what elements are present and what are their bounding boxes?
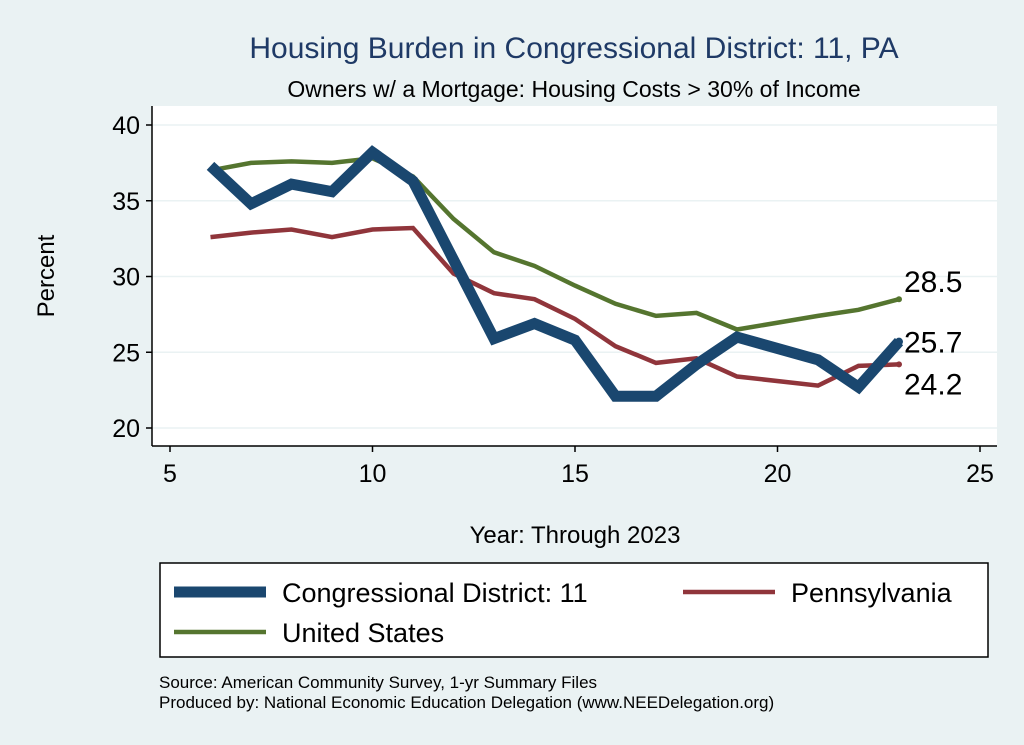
series-end-marker xyxy=(895,337,903,346)
y-tick-label: 35 xyxy=(112,188,140,216)
y-tick-label: 30 xyxy=(112,264,140,292)
end-label-0: 25.7 xyxy=(904,327,962,360)
legend: Congressional District: 11 Pennsylvania Un… xyxy=(174,578,953,648)
series-line-0 xyxy=(206,145,904,402)
y-axis-label: Percent xyxy=(33,234,60,317)
legend-label-0: Congressional District: 11 xyxy=(282,578,588,608)
chart-subtitle: Owners w/ a Mortgage: Housing Costs > 30… xyxy=(287,76,860,102)
series-end-marker xyxy=(896,296,902,303)
source-text: Source: American Community Survey, 1-yr … xyxy=(159,673,597,692)
x-tick-label: 20 xyxy=(764,460,792,488)
tick-labels: 20 25 30 35 40 5 10 15 20 25 xyxy=(112,112,994,488)
y-tick-label: 25 xyxy=(112,339,140,367)
axes xyxy=(146,106,997,452)
chart-title: Housing Burden in Congressional District… xyxy=(249,32,898,65)
x-tick-label: 15 xyxy=(561,460,589,488)
x-tick-label: 5 xyxy=(163,460,177,488)
end-label-2: 28.5 xyxy=(904,266,962,299)
end-labels: 25.7 24.2 28.5 xyxy=(904,266,962,401)
legend-box xyxy=(159,562,989,658)
series-line-1 xyxy=(210,225,900,388)
end-label-1: 24.2 xyxy=(904,368,962,401)
grid-lines xyxy=(152,124,997,429)
legend-label-2: United States xyxy=(282,618,444,648)
x-tick-label: 25 xyxy=(966,460,994,488)
legend-label-1: Pennsylvania xyxy=(791,578,953,608)
series-end-marker xyxy=(896,361,902,368)
y-tick-label: 20 xyxy=(112,415,140,443)
series-layer xyxy=(206,145,904,402)
produced-by-text: Produced by: National Economic Education… xyxy=(159,693,774,712)
x-axis-label: Year: Through 2023 xyxy=(470,522,681,549)
x-tick-label: 10 xyxy=(359,460,387,488)
y-tick-label: 40 xyxy=(112,112,140,140)
